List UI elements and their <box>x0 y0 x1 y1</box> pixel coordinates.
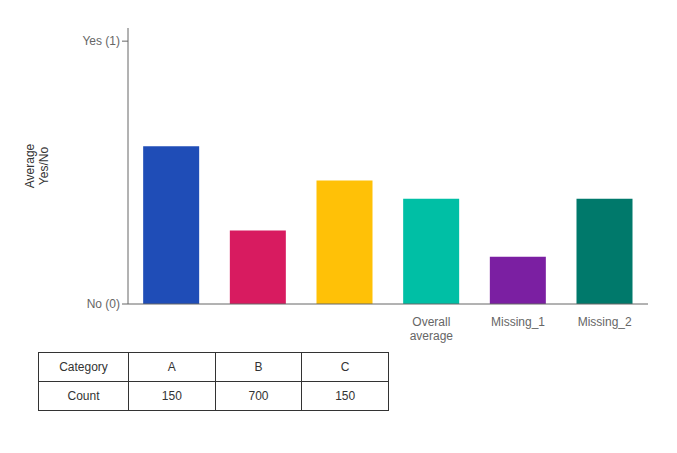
svg-text:AverageYes/No: AverageYes/No <box>23 143 51 188</box>
html-text:150: 150 <box>335 389 356 403</box>
html-text:C: C <box>340 360 350 374</box>
html-text:700: 700 <box>248 389 269 403</box>
svg-text:Missing_1: Missing_1 <box>491 315 545 329</box>
html-text:A: A <box>167 360 176 374</box>
html-text:B: B <box>254 360 263 374</box>
html-text:150: 150 <box>161 389 182 403</box>
svg-text:Yes (1): Yes (1) <box>82 34 120 48</box>
svg-text:No (0): No (0) <box>87 297 120 311</box>
html-text:Count: Count <box>67 389 100 403</box>
svg-text:Missing_2: Missing_2 <box>578 315 632 329</box>
svg-text:Overallaverage: Overallaverage <box>410 315 454 343</box>
html-text:Category: Category <box>59 360 108 374</box>
